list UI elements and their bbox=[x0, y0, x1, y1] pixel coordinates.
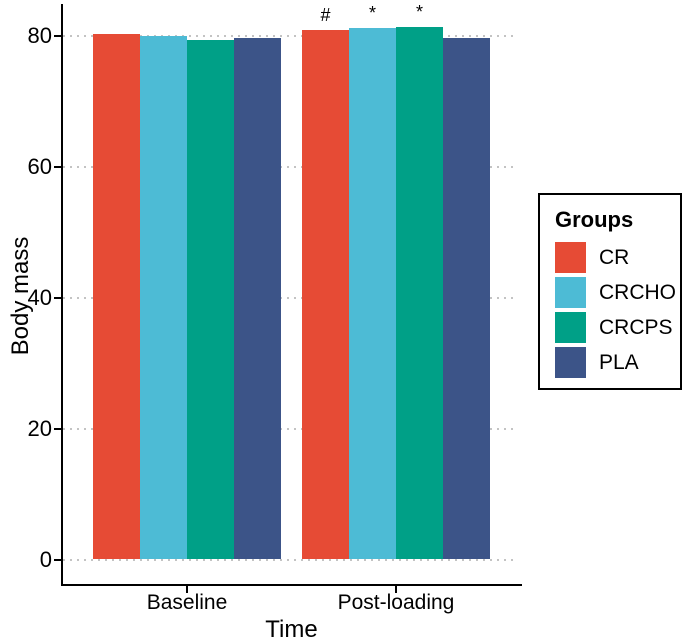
bar-post-loading-crcho bbox=[349, 28, 396, 560]
x-axis-tick-post-loading bbox=[395, 586, 397, 593]
gridline-0 bbox=[63, 558, 513, 561]
gridline-60 bbox=[63, 166, 513, 169]
y-tick-label-40: 40 bbox=[27, 284, 52, 310]
legend-items: CR CRCHO CRCPS PLA bbox=[555, 242, 676, 378]
y-tick-label-60: 60 bbox=[27, 154, 52, 180]
bar-post-loading-pla bbox=[443, 37, 490, 560]
x-axis-title: Time bbox=[265, 616, 318, 643]
x-axis-line bbox=[61, 584, 522, 586]
legend-swatch-crcps bbox=[555, 312, 586, 343]
x-tick-label-post-loading: Post-loading bbox=[337, 591, 455, 614]
x-axis-tick-baseline bbox=[186, 586, 188, 593]
legend-swatch-crcho bbox=[555, 277, 586, 308]
y-axis-line bbox=[61, 4, 63, 586]
y-axis-tick-60 bbox=[54, 166, 61, 169]
x-tick-label-baseline: Baseline bbox=[146, 591, 228, 614]
bar-post-loading-cr bbox=[302, 29, 349, 560]
legend-label-cr: CR bbox=[599, 245, 630, 269]
y-tick-label-80: 80 bbox=[27, 23, 52, 49]
legend-swatch-pla bbox=[555, 347, 586, 378]
legend-item-crcho: CRCHO bbox=[555, 277, 676, 308]
significance-marker-crcps: * bbox=[415, 2, 424, 23]
bar-post-loading-crcps bbox=[396, 27, 443, 560]
gridline-20 bbox=[63, 427, 513, 430]
y-axis-tick-20 bbox=[54, 427, 61, 430]
bar-baseline-crcps bbox=[187, 39, 234, 560]
legend: Groups CR CRCHO CRCPS PLA bbox=[538, 193, 682, 390]
legend-label-pla: PLA bbox=[599, 350, 639, 374]
y-axis-tick-0 bbox=[54, 558, 61, 561]
legend-swatch-cr bbox=[555, 242, 586, 273]
gridline-40 bbox=[63, 296, 513, 299]
significance-marker-cr: # bbox=[320, 4, 331, 25]
significance-marker-crcho: * bbox=[368, 3, 377, 24]
y-tick-label-20: 20 bbox=[27, 415, 52, 441]
legend-item-cr: CR bbox=[555, 242, 668, 273]
legend-item-pla: PLA bbox=[555, 347, 668, 378]
legend-label-crcho: CRCHO bbox=[599, 280, 676, 304]
y-tick-label-0: 0 bbox=[39, 546, 52, 572]
bar-baseline-cr bbox=[93, 33, 140, 560]
legend-item-crcps: CRCPS bbox=[555, 312, 673, 343]
gridline-80 bbox=[63, 35, 513, 38]
legend-title: Groups bbox=[555, 207, 634, 232]
bar-baseline-crcho bbox=[140, 36, 187, 560]
y-axis-tick-40 bbox=[54, 296, 61, 299]
bar-baseline-pla bbox=[234, 38, 281, 560]
y-axis-tick-80 bbox=[54, 35, 61, 38]
plot-area: # * * bbox=[63, 2, 520, 586]
legend-label-crcps: CRCPS bbox=[599, 315, 673, 339]
